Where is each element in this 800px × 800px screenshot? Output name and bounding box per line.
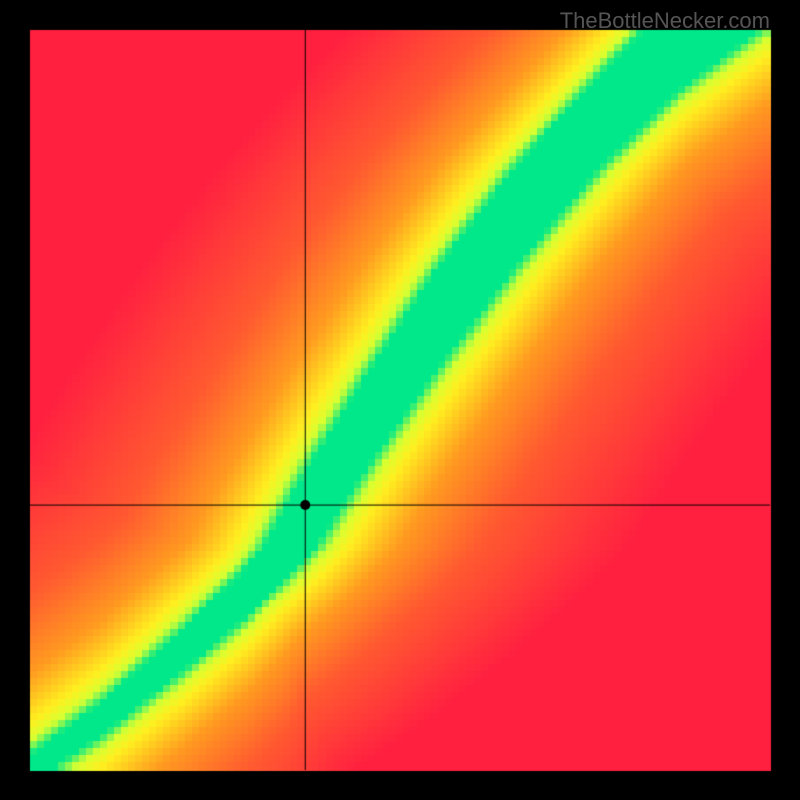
chart-container: TheBottleNecker.com <box>0 0 800 800</box>
watermark-text: TheBottleNecker.com <box>560 8 770 34</box>
bottleneck-heatmap <box>0 0 800 800</box>
